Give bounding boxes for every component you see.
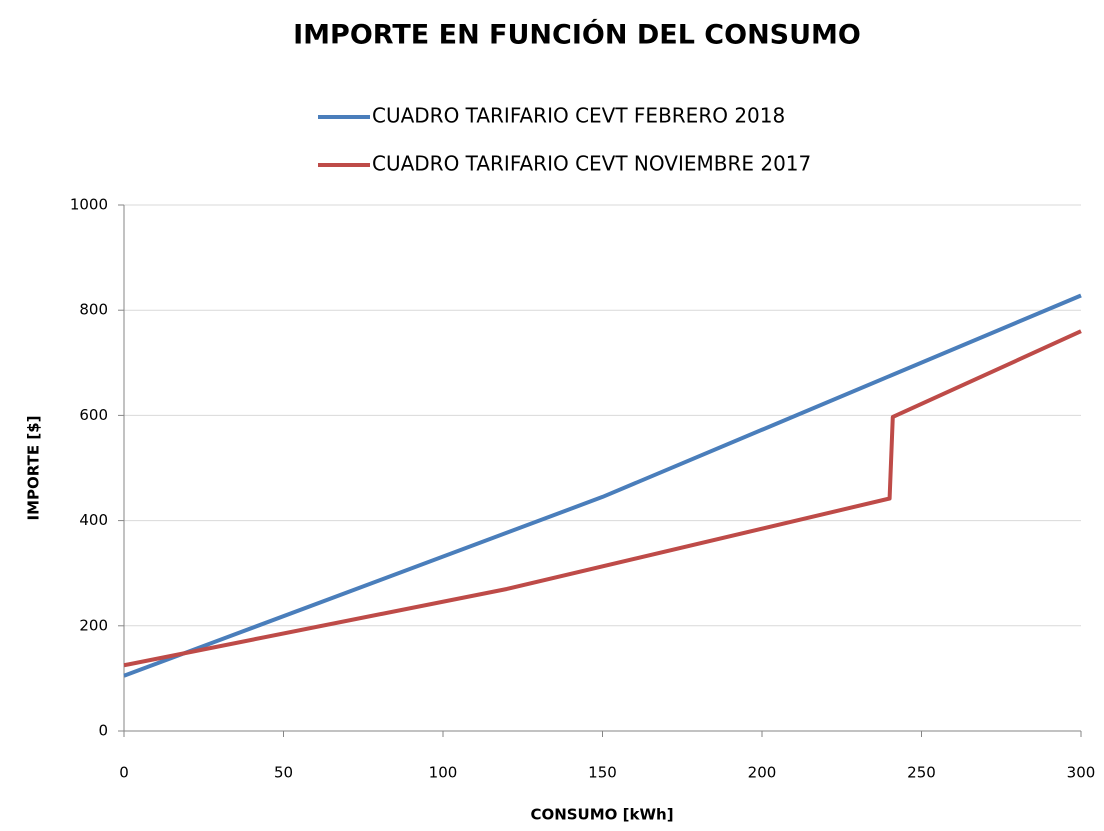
legend-label: CUADRO TARIFARIO CEVT FEBRERO 2018 [372,104,785,128]
chart-title: IMPORTE EN FUNCIÓN DEL CONSUMO [293,19,861,51]
y-tick-label: 200 [79,616,108,634]
series-line [123,329,1082,668]
legend-label: CUADRO TARIFARIO CEVT NOVIEMBRE 2017 [372,152,811,176]
series-line [123,293,1082,678]
x-tick-label: 300 [1067,764,1096,782]
y-tick-label: 600 [79,406,108,424]
x-tick-label: 200 [748,764,777,782]
y-tick-label: 0 [98,722,108,740]
x-tick-label: 0 [119,764,129,782]
x-tick-label: 250 [907,764,936,782]
x-tick-label: 50 [274,764,293,782]
y-tick-label: 400 [79,511,108,529]
y-axis-label: IMPORTE [$] [25,416,43,521]
y-tick-label: 800 [79,301,108,319]
x-axis-label: CONSUMO [kWh] [530,806,673,824]
y-tick-label: 1000 [70,196,108,214]
x-tick-label: 150 [588,764,617,782]
x-tick-label: 100 [429,764,458,782]
